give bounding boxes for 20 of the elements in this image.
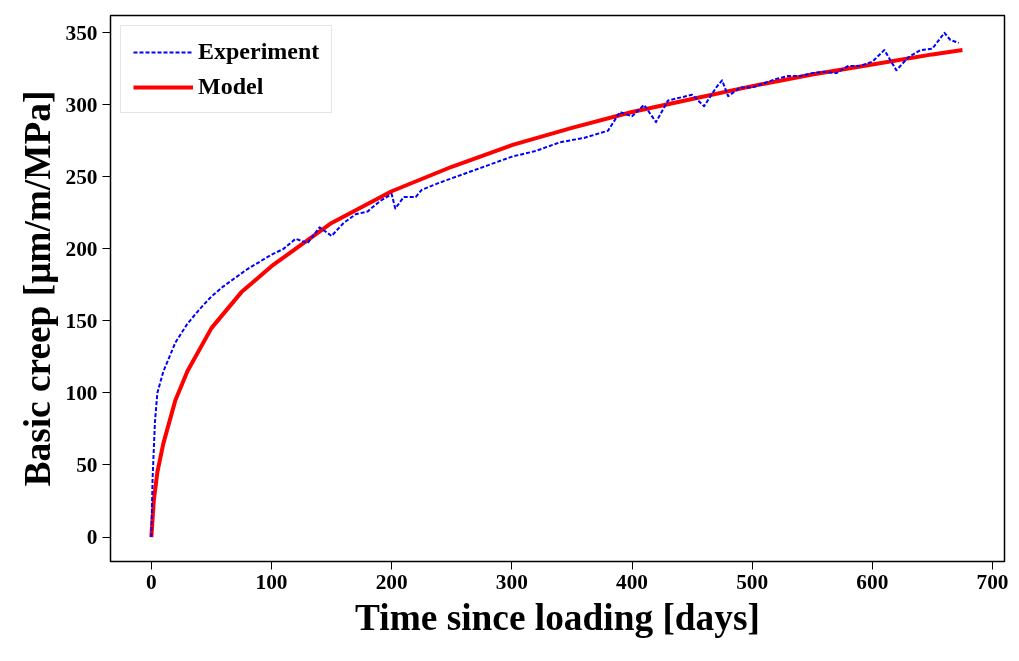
y-tick-label: 150: [65, 308, 98, 333]
y-tick-label: 350: [65, 20, 98, 45]
x-tick-label: 500: [736, 569, 769, 594]
y-tick-label: 0: [86, 525, 98, 550]
y-tick-label: 250: [65, 164, 98, 189]
y-tick-label: 100: [65, 380, 98, 405]
x-tick-label: 400: [616, 569, 648, 594]
x-tick-label: 0: [146, 569, 157, 594]
x-tick-label: 600: [856, 569, 889, 594]
x-tick-label: 300: [495, 569, 528, 594]
y-axis-title: Basic creep [μm/m/MPa]: [16, 90, 58, 487]
x-tick-label: 100: [255, 569, 288, 594]
x-axis-title: Time since loading [days]: [355, 596, 760, 638]
x-tick-label: 200: [375, 569, 408, 594]
x-tick-label: 700: [976, 569, 1009, 594]
legend-label: Experiment: [198, 38, 320, 65]
legend-label: Model: [198, 73, 264, 100]
y-tick-label: 300: [65, 92, 98, 117]
y-tick-label: 50: [76, 452, 98, 477]
y-tick-label: 200: [65, 236, 98, 261]
